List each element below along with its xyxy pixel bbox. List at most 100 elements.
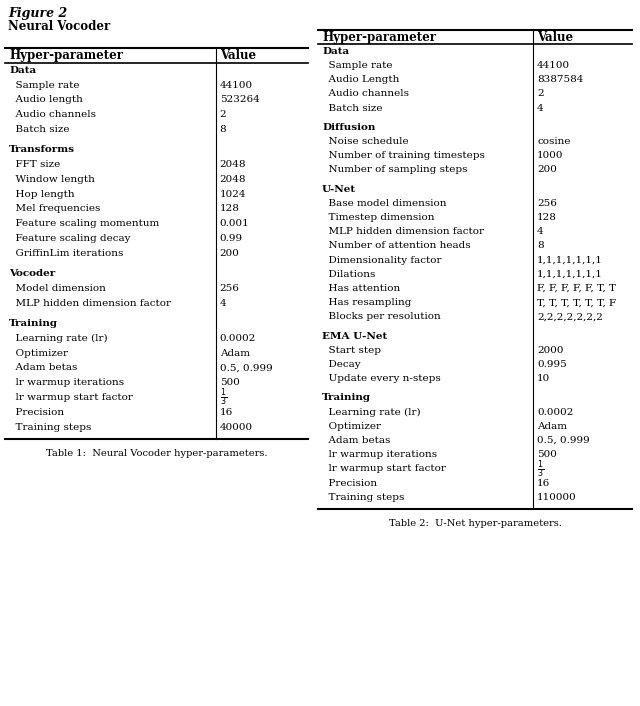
Text: 2: 2 [537, 90, 544, 98]
Text: 8: 8 [220, 125, 226, 134]
Text: FFT size: FFT size [9, 160, 60, 169]
Text: Adam: Adam [537, 421, 567, 431]
Text: Learning rate (lr): Learning rate (lr) [9, 334, 108, 343]
Text: Has resampling: Has resampling [322, 298, 412, 307]
Text: Transforms: Transforms [9, 145, 75, 154]
Text: Feature scaling decay: Feature scaling decay [9, 234, 131, 243]
Text: 0.5, 0.999: 0.5, 0.999 [537, 436, 590, 445]
Text: Precision: Precision [322, 479, 377, 488]
Text: Optimizer: Optimizer [9, 349, 68, 358]
Text: Adam betas: Adam betas [322, 436, 390, 445]
Text: 2,2,2,2,2,2,2: 2,2,2,2,2,2,2 [537, 312, 603, 321]
Text: Dimensionality factor: Dimensionality factor [322, 256, 442, 265]
Text: T, T, T, T, T, T, F: T, T, T, T, T, T, F [537, 298, 616, 307]
Text: Dilations: Dilations [322, 270, 376, 279]
Text: 0.5, 0.999: 0.5, 0.999 [220, 364, 273, 372]
Text: 0.0002: 0.0002 [537, 407, 573, 417]
Text: 2048: 2048 [220, 160, 246, 169]
Text: Audio channels: Audio channels [9, 110, 96, 119]
Text: Hyper-parameter: Hyper-parameter [9, 49, 123, 62]
Text: Audio Length: Audio Length [322, 76, 399, 84]
Text: Training steps: Training steps [9, 423, 92, 431]
Text: Sample rate: Sample rate [9, 80, 79, 90]
Text: Audio channels: Audio channels [322, 90, 409, 98]
Text: Update every n-steps: Update every n-steps [322, 374, 441, 383]
Text: Audio length: Audio length [9, 95, 83, 104]
Text: 16: 16 [220, 408, 233, 417]
Text: GriffinLim iterations: GriffinLim iterations [9, 249, 124, 258]
Text: Training: Training [322, 393, 371, 402]
Text: Training: Training [9, 319, 58, 328]
Text: 110000: 110000 [537, 493, 577, 502]
Text: 8: 8 [537, 241, 544, 251]
Text: 2048: 2048 [220, 175, 246, 184]
Text: EMA U-Net: EMA U-Net [322, 332, 387, 340]
Text: Training steps: Training steps [322, 493, 404, 502]
Text: Start step: Start step [322, 346, 381, 355]
Text: 44100: 44100 [537, 61, 570, 70]
Text: 1024: 1024 [220, 190, 246, 198]
Text: U-Net: U-Net [322, 184, 356, 193]
Text: 128: 128 [220, 205, 239, 213]
Text: 16: 16 [537, 479, 550, 488]
Text: lr warmup start factor: lr warmup start factor [9, 393, 133, 402]
Text: Model dimension: Model dimension [9, 284, 106, 293]
Text: Neural Vocoder: Neural Vocoder [8, 20, 110, 33]
Text: lr warmup start factor: lr warmup start factor [322, 465, 446, 474]
Text: Optimizer: Optimizer [322, 421, 381, 431]
Text: Table 1:  Neural Vocoder hyper-parameters.: Table 1: Neural Vocoder hyper-parameters… [45, 449, 268, 458]
Text: Hop length: Hop length [9, 190, 75, 198]
Text: Feature scaling momentum: Feature scaling momentum [9, 219, 159, 228]
Text: 4: 4 [220, 299, 226, 308]
Text: lr warmup iterations: lr warmup iterations [322, 450, 437, 459]
Text: 200: 200 [220, 249, 239, 258]
Text: 0.0002: 0.0002 [220, 334, 256, 343]
Text: Timestep dimension: Timestep dimension [322, 213, 435, 222]
Text: 500: 500 [220, 378, 239, 387]
Text: 10: 10 [537, 374, 550, 383]
Text: 0.995: 0.995 [537, 360, 567, 369]
Text: F, F, F, F, F, T, T: F, F, F, F, F, T, T [537, 284, 616, 293]
Text: Batch size: Batch size [322, 104, 383, 112]
Text: 44100: 44100 [220, 80, 253, 90]
Text: 523264: 523264 [220, 95, 259, 104]
Text: Data: Data [322, 47, 349, 56]
Text: Has attention: Has attention [322, 284, 400, 293]
Text: Figure 2: Figure 2 [8, 7, 67, 20]
Text: Number of sampling steps: Number of sampling steps [322, 165, 467, 174]
Text: Diffusion: Diffusion [322, 123, 376, 132]
Text: Precision: Precision [9, 408, 64, 417]
Text: $\frac{1}{3}$: $\frac{1}{3}$ [220, 387, 227, 408]
Text: Vocoder: Vocoder [9, 269, 55, 278]
Text: Blocks per resolution: Blocks per resolution [322, 312, 441, 321]
Text: Adam betas: Adam betas [9, 364, 77, 372]
Text: 200: 200 [537, 165, 557, 174]
Text: 2: 2 [220, 110, 226, 119]
Text: 40000: 40000 [220, 423, 253, 431]
Text: 8387584: 8387584 [537, 76, 584, 84]
Text: MLP hidden dimension factor: MLP hidden dimension factor [322, 227, 484, 237]
Text: MLP hidden dimension factor: MLP hidden dimension factor [9, 299, 171, 308]
Text: 500: 500 [537, 450, 557, 459]
Text: Hyper-parameter: Hyper-parameter [322, 30, 436, 44]
Text: Base model dimension: Base model dimension [322, 199, 447, 208]
Text: 128: 128 [537, 213, 557, 222]
Text: Value: Value [220, 49, 256, 62]
Text: Data: Data [9, 66, 36, 75]
Text: Table 2:  U-Net hyper-parameters.: Table 2: U-Net hyper-parameters. [388, 519, 561, 527]
Text: 1,1,1,1,1,1,1: 1,1,1,1,1,1,1 [537, 256, 603, 265]
Text: 2000: 2000 [537, 346, 564, 355]
Text: cosine: cosine [537, 137, 571, 146]
Text: $\frac{1}{3}$: $\frac{1}{3}$ [537, 458, 544, 479]
Text: Noise schedule: Noise schedule [322, 137, 408, 146]
Text: 256: 256 [220, 284, 239, 293]
Text: 0.001: 0.001 [220, 219, 250, 228]
Text: Number of attention heads: Number of attention heads [322, 241, 470, 251]
Text: 1000: 1000 [537, 151, 564, 160]
Text: 256: 256 [537, 199, 557, 208]
Text: Sample rate: Sample rate [322, 61, 392, 70]
Text: Mel frequencies: Mel frequencies [9, 205, 100, 213]
Text: Adam: Adam [220, 349, 250, 358]
Text: Number of training timesteps: Number of training timesteps [322, 151, 485, 160]
Text: lr warmup iterations: lr warmup iterations [9, 378, 124, 387]
